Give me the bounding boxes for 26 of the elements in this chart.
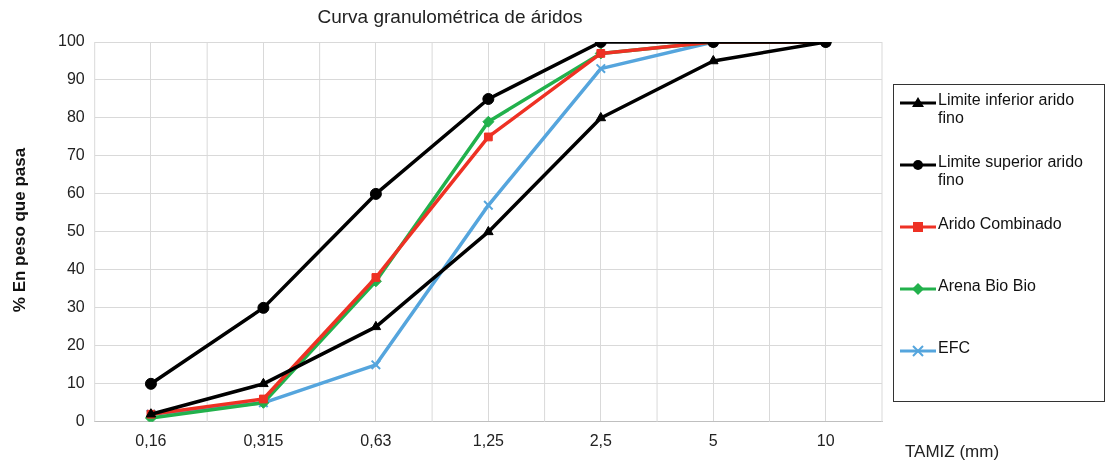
legend-label: Arido Combinado — [938, 215, 1062, 233]
y-tick-label: 90 — [66, 70, 85, 88]
legend-label: EFC — [938, 339, 970, 357]
x-tick-label: 2,5 — [589, 431, 613, 449]
y-axis-title: % En peso que pasa — [10, 146, 30, 315]
x-axis-title: TAMIZ (mm) — [905, 442, 1000, 462]
x-tick-label: 1,25 — [472, 431, 505, 449]
legend-label: Limite inferior arido fino — [938, 91, 1076, 127]
chart-title: Curva granulométrica de áridos — [316, 6, 584, 28]
y-tick-label: 20 — [66, 336, 85, 354]
y-tick-label: 30 — [66, 298, 85, 316]
legend-label: Arena Bio Bio — [938, 277, 1036, 295]
y-tick-label: 80 — [66, 108, 85, 126]
y-tick-label: 0 — [75, 412, 85, 430]
x-tick-label: 0,16 — [135, 431, 167, 449]
x-tick-label: 0,63 — [360, 431, 392, 449]
y-tick-label: 40 — [66, 260, 85, 278]
y-tick-label: 10 — [66, 374, 85, 392]
x-tick-label: 0,315 — [243, 431, 284, 449]
x-tick-label: 5 — [708, 431, 718, 449]
x-tick-label: 10 — [816, 431, 835, 449]
y-tick-label: 50 — [66, 222, 85, 240]
y-tick-label: 100 — [57, 32, 85, 50]
y-tick-label: 70 — [66, 146, 85, 164]
legend-label: Limite superior arido fino — [938, 153, 1084, 189]
y-tick-label: 60 — [66, 184, 85, 202]
